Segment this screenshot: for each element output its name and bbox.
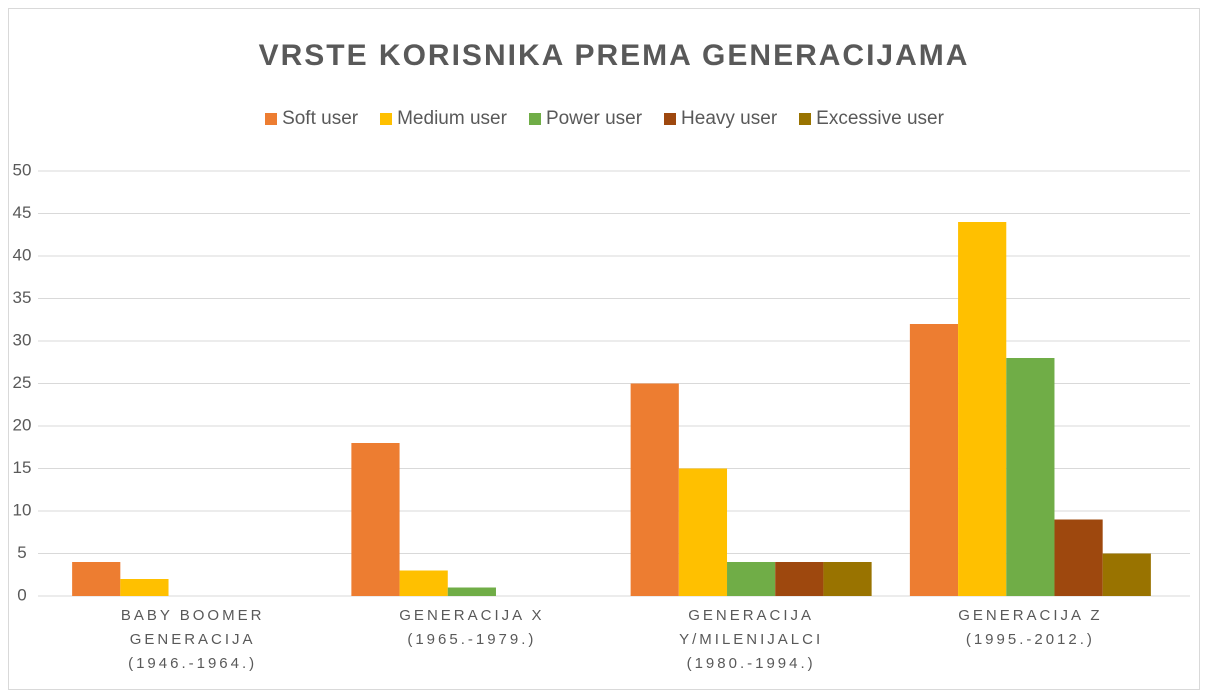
x-tick-label: GENERACIJA Y/MILENIJALCI (1980.-1994.) <box>679 607 824 672</box>
legend-item: Heavy user <box>664 108 777 130</box>
legend-swatch <box>799 113 812 125</box>
x-tick-label: BABY BOOMER GENERACIJA (1946.-1964.) <box>120 607 265 672</box>
legend-item: Soft user <box>265 108 358 130</box>
y-tick-label: 45 <box>13 203 32 222</box>
bar <box>727 562 776 596</box>
bar <box>399 570 448 596</box>
bar <box>823 562 872 596</box>
y-tick-label: 10 <box>13 500 32 519</box>
legend-label: Excessive user <box>816 108 944 129</box>
y-tick-label: 0 <box>17 585 26 604</box>
legend-label: Medium user <box>397 108 507 129</box>
legend-item: Medium user <box>380 108 507 130</box>
bar <box>72 562 121 596</box>
x-tick-label: GENERACIJA Z (1995.-2012.) <box>958 607 1103 648</box>
legend-label: Heavy user <box>681 108 778 129</box>
y-tick-label: 15 <box>13 458 32 477</box>
y-tick-label: 30 <box>13 330 32 349</box>
y-tick-label: 25 <box>13 373 32 392</box>
y-tick-label: 5 <box>17 543 26 562</box>
bar <box>630 383 679 596</box>
y-tick-label: 40 <box>13 245 32 264</box>
legend-swatch <box>380 113 393 125</box>
legend-swatch <box>528 113 541 125</box>
legend-item: Power user <box>528 108 643 130</box>
legend: Soft user Medium user Power user Heavy user… <box>0 108 1209 130</box>
y-tick-label: 20 <box>13 415 32 434</box>
chart-title: VRSTE KORISNIKA PREMA GENERACIJAMA <box>259 39 970 72</box>
x-tick-label: GENERACIJA X (1965.-1979.) <box>399 607 545 648</box>
y-tick-label: 50 <box>13 160 32 179</box>
legend-label: Soft user <box>282 108 359 129</box>
bar <box>1054 519 1103 596</box>
legend-swatch <box>664 113 677 125</box>
bar <box>958 222 1007 596</box>
bar <box>120 579 169 596</box>
y-tick-label: 35 <box>13 288 32 307</box>
bar <box>909 324 959 596</box>
legend-label: Power user <box>545 108 643 129</box>
bar <box>1102 553 1151 596</box>
bar <box>678 468 728 596</box>
bar <box>1006 358 1055 596</box>
bar <box>447 587 496 596</box>
bar <box>775 562 824 596</box>
legend-swatch <box>265 113 278 125</box>
bar <box>351 443 400 596</box>
legend-item: Excessive user <box>799 108 944 130</box>
